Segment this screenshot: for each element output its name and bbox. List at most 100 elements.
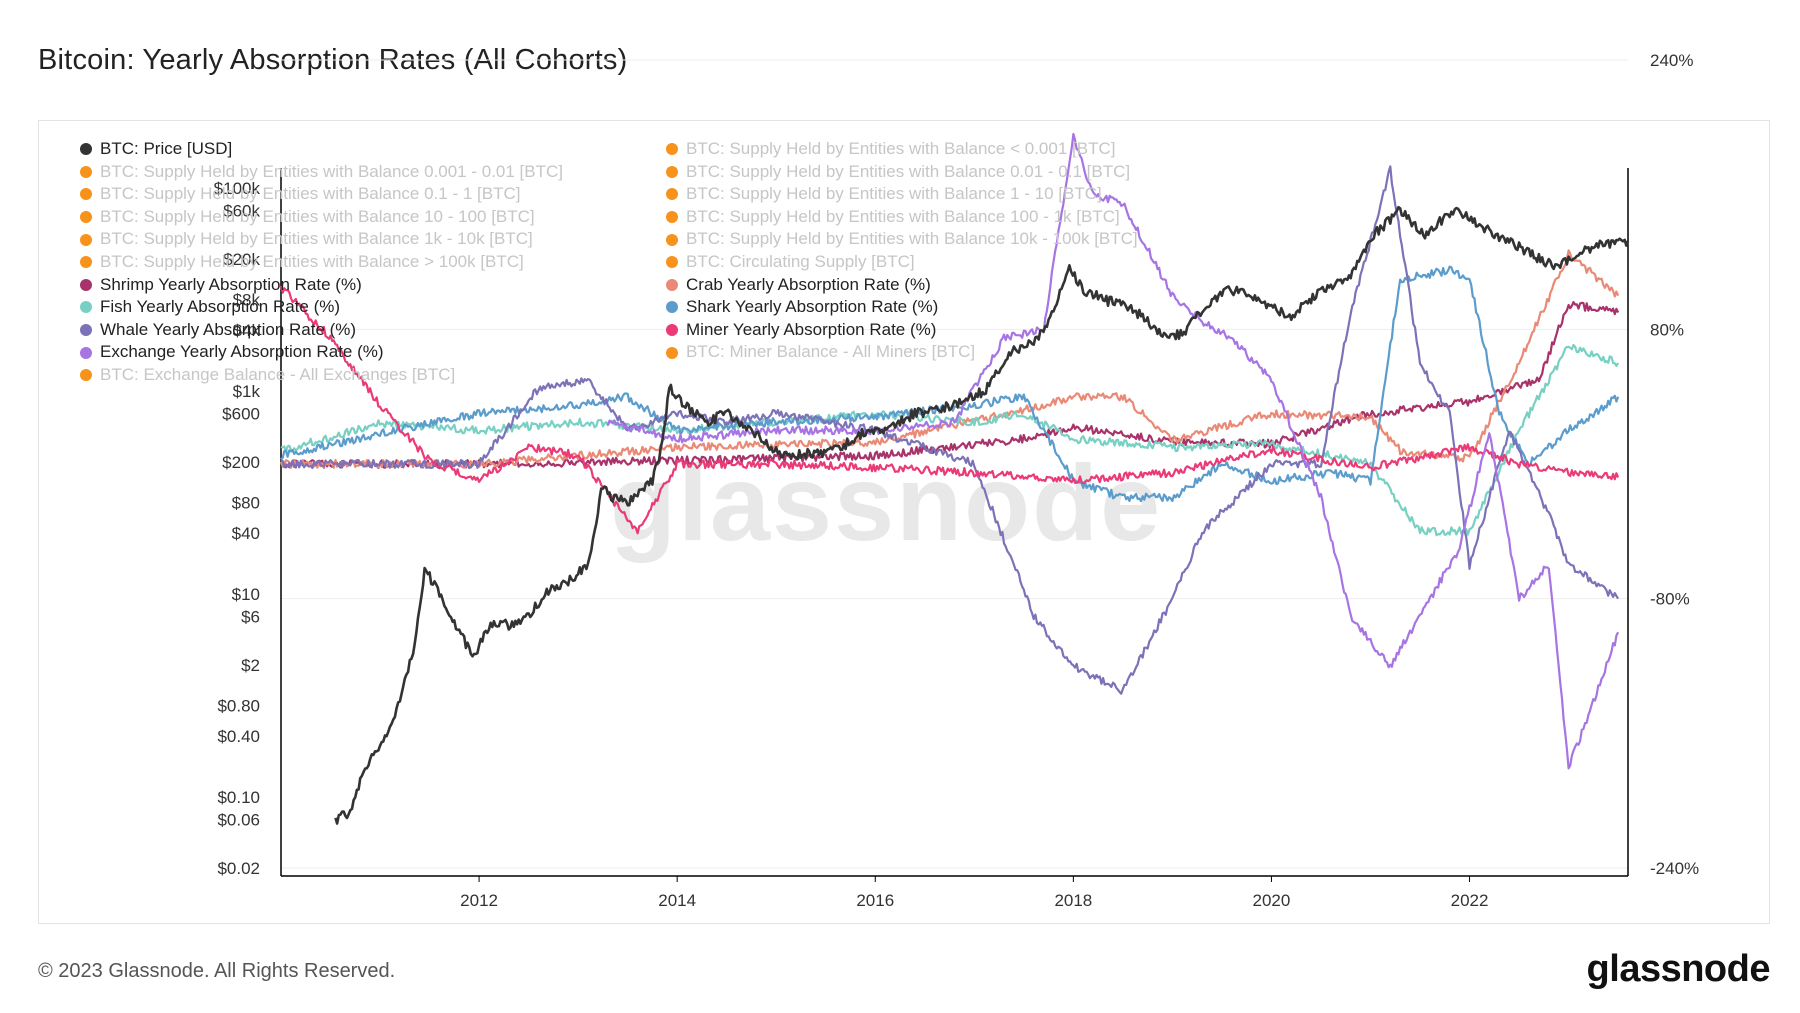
y-left-tick-label: $0.80 <box>217 696 260 715</box>
legend-dot-icon <box>80 165 92 178</box>
series-line <box>280 165 1620 695</box>
legend-label: BTC: Supply Held by Entities with Balanc… <box>100 184 521 204</box>
legend-item[interactable]: BTC: Supply Held by Entities with Balanc… <box>666 228 1252 251</box>
legend-label: Shark Yearly Absorption Rate (%) <box>686 297 939 317</box>
legend-dot-icon <box>666 165 678 178</box>
y-left-tick-label: $6 <box>241 608 260 627</box>
legend-dot-icon <box>666 233 678 246</box>
legend-label: BTC: Supply Held by Entities with Balanc… <box>100 206 535 226</box>
y-left-tick-label: $20k <box>223 250 260 269</box>
y-left-tick-label: $8k <box>233 290 261 309</box>
y-right-tick-label: -80% <box>1650 590 1690 609</box>
legend-item[interactable]: BTC: Price [USD] <box>80 138 666 161</box>
legend-label: BTC: Price [USD] <box>100 139 233 158</box>
y-left-tick-label: $0.06 <box>217 811 260 830</box>
y-left-tick-label: $40 <box>232 524 260 543</box>
legend-item[interactable]: BTC: Supply Held by Entities with Balanc… <box>666 206 1252 229</box>
copyright-text: © 2023 Glassnode. All Rights Reserved. <box>38 960 396 982</box>
y-left-tick-label: $200 <box>222 453 260 472</box>
x-tick-label: 2012 <box>460 891 498 910</box>
legend-label: Whale Yearly Absorption Rate (%) <box>100 319 357 339</box>
legend-item[interactable]: BTC: Supply Held by Entities with Balanc… <box>666 138 1252 161</box>
x-tick-label: 2020 <box>1253 891 1291 910</box>
legend-item[interactable]: BTC: Supply Held by Entities with Balanc… <box>80 251 666 274</box>
legend-item[interactable]: Miner Yearly Absorption Rate (%) <box>666 319 1252 342</box>
y-left-tick-label: $1k <box>233 382 261 401</box>
y-left-tick-label: $2 <box>241 656 260 675</box>
series-line <box>280 301 1620 470</box>
legend-label: BTC: Supply Held by Entities with Balanc… <box>100 229 533 249</box>
y-right-tick-label: 80% <box>1650 320 1684 339</box>
glassnode-logo[interactable]: glassnode <box>1586 948 1771 990</box>
legend-dot-icon <box>666 278 678 291</box>
legend-dot-icon <box>666 188 678 201</box>
y-left-tick-label: $0.10 <box>217 788 260 807</box>
legend-dot-icon <box>666 301 678 314</box>
legend-label: BTC: Supply Held by Entities with Balanc… <box>100 161 564 181</box>
legend-label: BTC: Supply Held by Entities with Balanc… <box>686 206 1120 226</box>
series-line <box>606 132 1620 770</box>
legend-item[interactable]: BTC: Exchange Balance - All Exchanges [B… <box>80 364 666 387</box>
legend-label: BTC: Supply Held by Entities with Balanc… <box>686 184 1102 204</box>
legend-dot-icon <box>80 278 92 291</box>
legend-dot-icon <box>80 233 92 246</box>
y-left-tick-label: $0.02 <box>217 859 260 878</box>
series-line <box>334 205 1630 825</box>
legend-label: BTC: Circulating Supply [BTC] <box>686 251 915 271</box>
legend-label: Shrimp Yearly Absorption Rate (%) <box>100 274 362 294</box>
legend-item[interactable]: Shrimp Yearly Absorption Rate (%) <box>80 274 666 297</box>
legend-label: BTC: Supply Held by Entities with Balanc… <box>686 161 1131 181</box>
y-left-tick-label: $60k <box>223 202 260 221</box>
x-tick-label: 2016 <box>856 891 894 910</box>
legend-label: Fish Yearly Absorption Rate (%) <box>100 297 341 317</box>
legend-item[interactable]: Crab Yearly Absorption Rate (%) <box>666 274 1252 297</box>
legend-label: BTC: Supply Held by Entities with Balanc… <box>100 251 524 271</box>
x-tick-label: 2018 <box>1054 891 1092 910</box>
legend-dot-icon <box>80 143 92 156</box>
y-left-tick-label: $0.40 <box>217 727 260 746</box>
legend-item[interactable]: Fish Yearly Absorption Rate (%) <box>80 296 666 319</box>
legend-dot-icon <box>666 346 678 359</box>
legend-dot-icon <box>666 143 678 156</box>
x-tick-label: 2014 <box>658 891 696 910</box>
legend-item[interactable]: BTC: Supply Held by Entities with Balanc… <box>80 161 666 184</box>
chart-legend: BTC: Price [USD] BTC: Supply Held by Enti… <box>80 138 1260 387</box>
legend-item[interactable]: BTC: Supply Held by Entities with Balanc… <box>666 161 1252 184</box>
legend-label: BTC: Miner Balance - All Miners [BTC] <box>686 342 976 362</box>
y-left-tick-label: $80 <box>232 493 260 512</box>
legend-dot-icon <box>80 324 92 337</box>
series-line <box>280 343 1620 537</box>
y-left-tick-label: $4k <box>233 321 261 340</box>
legend-dot-icon <box>80 301 92 314</box>
y-left-tick-label: $600 <box>222 405 260 424</box>
legend-dot-icon <box>80 256 92 269</box>
y-left-tick-label: $10 <box>232 585 260 604</box>
legend-dot-icon <box>80 369 92 382</box>
legend-label: Crab Yearly Absorption Rate (%) <box>686 274 931 294</box>
legend-item[interactable]: BTC: Supply Held by Entities with Balanc… <box>80 228 666 251</box>
legend-item[interactable]: BTC: Circulating Supply [BTC] <box>666 251 1252 274</box>
legend-label: BTC: Supply Held by Entities with Balanc… <box>686 229 1138 249</box>
legend-item[interactable]: Whale Yearly Absorption Rate (%) <box>80 319 666 342</box>
chart-frame <box>38 120 1770 924</box>
legend-item[interactable]: Shark Yearly Absorption Rate (%) <box>666 296 1252 319</box>
y-right-tick-label: -240% <box>1650 859 1699 878</box>
legend-label: Miner Yearly Absorption Rate (%) <box>686 319 937 339</box>
legend-item[interactable]: BTC: Supply Held by Entities with Balanc… <box>80 206 666 229</box>
legend-dot-icon <box>80 211 92 224</box>
legend-dot-icon <box>80 188 92 201</box>
legend-label: BTC: Exchange Balance - All Exchanges [B… <box>100 364 456 384</box>
series-line <box>279 285 1620 535</box>
legend-item[interactable]: Exchange Yearly Absorption Rate (%) <box>80 341 666 364</box>
legend-item[interactable]: BTC: Supply Held by Entities with Balanc… <box>666 183 1252 206</box>
legend-dot-icon <box>666 324 678 337</box>
legend-item[interactable]: BTC: Supply Held by Entities with Balanc… <box>80 183 666 206</box>
legend-dot-icon <box>80 346 92 359</box>
legend-label: Exchange Yearly Absorption Rate (%) <box>100 342 384 362</box>
x-tick-label: 2022 <box>1451 891 1489 910</box>
y-left-tick-label: $100k <box>214 179 261 198</box>
legend-item[interactable]: BTC: Miner Balance - All Miners [BTC] <box>666 341 1252 364</box>
legend-dot-icon <box>666 211 678 224</box>
legend-dot-icon <box>666 256 678 269</box>
